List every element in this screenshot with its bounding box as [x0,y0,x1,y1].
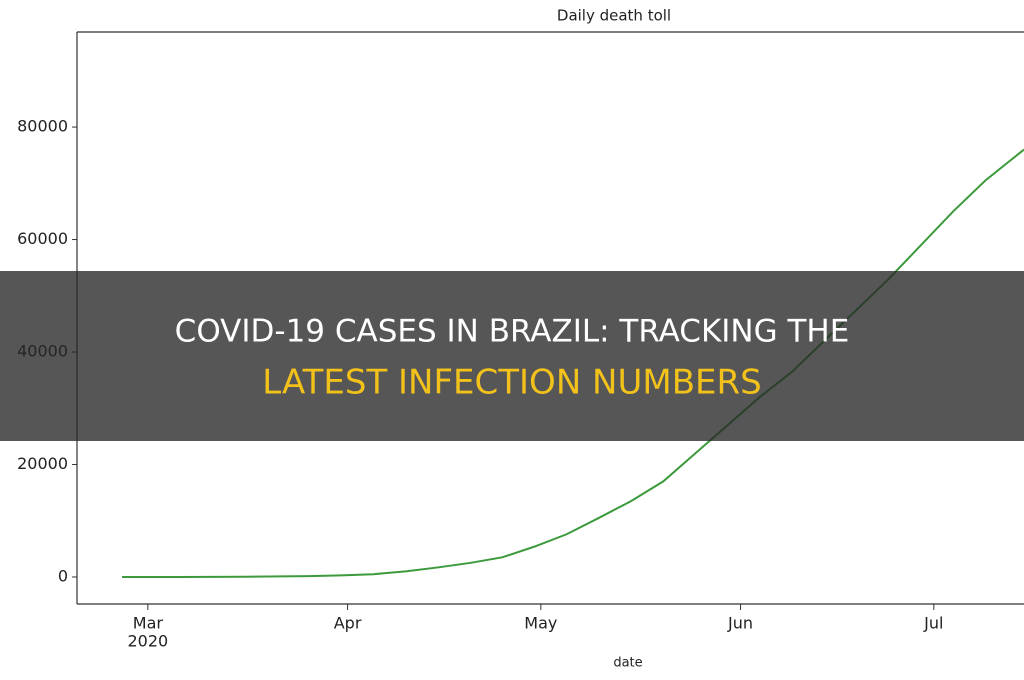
y-tick-label: 80000 [17,117,68,136]
x-tick-label: May [524,614,557,633]
x-tick-label: Apr [334,614,362,633]
y-tick-label: 20000 [17,454,68,473]
x-tick-label: Mar [133,614,164,633]
x-tick-label: Jul [923,614,943,633]
x-tick-label: Jun [727,614,753,633]
y-tick-label: 60000 [17,229,68,248]
chart-title: Daily death toll [557,7,671,25]
banner-line-1: COVID-19 CASES IN BRAZIL: TRACKING THE [175,314,850,350]
plot-area: 020000400006000080000Mar2020AprMayJunJul [17,117,1024,651]
banner-band [0,271,1024,441]
banner-line-2: LATEST INFECTION NUMBERS [262,363,761,403]
y-tick-label: 0 [58,567,68,586]
x-axis-label: date [613,656,642,671]
x-tick-year: 2020 [128,632,169,651]
